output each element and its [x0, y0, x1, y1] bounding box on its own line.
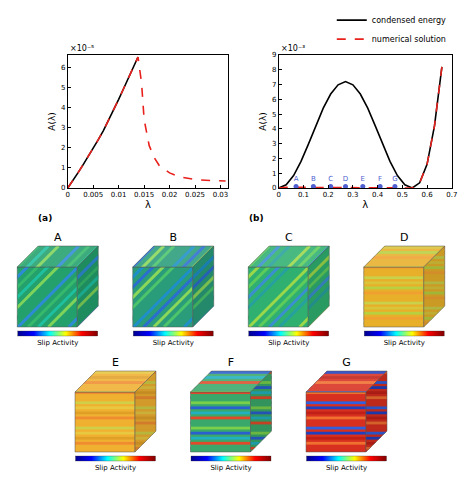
svg-text:0.03: 0.03 [213, 191, 229, 199]
svg-text:3: 3 [61, 124, 65, 132]
svg-text:(a): (a) [38, 213, 52, 223]
svg-text:C: C [285, 231, 293, 244]
svg-text:E: E [112, 356, 119, 369]
svg-text:Slip Activity: Slip Activity [210, 464, 251, 472]
svg-text:λ: λ [362, 199, 368, 210]
svg-text:0: 0 [66, 191, 70, 199]
svg-text:×10⁻⁵: ×10⁻⁵ [70, 44, 94, 53]
svg-text:0.025: 0.025 [185, 191, 205, 199]
svg-text:0: 0 [277, 191, 281, 199]
svg-text:4: 4 [272, 125, 277, 133]
svg-text:D: D [400, 231, 408, 244]
svg-text:6: 6 [272, 96, 277, 104]
svg-text:λ: λ [145, 199, 151, 210]
svg-text:0.005: 0.005 [83, 191, 103, 199]
svg-text:0.4: 0.4 [372, 191, 384, 199]
svg-text:B: B [169, 231, 177, 244]
svg-text:0.7: 0.7 [446, 191, 457, 199]
svg-text:Slip Activity: Slip Activity [37, 339, 78, 347]
svg-text:A: A [54, 231, 62, 244]
svg-text:(b): (b) [249, 213, 264, 223]
svg-text:5: 5 [272, 111, 276, 119]
svg-text:0.01: 0.01 [111, 191, 127, 199]
svg-text:condensed energy: condensed energy [372, 16, 446, 25]
svg-text:Slip Activity: Slip Activity [268, 339, 309, 347]
svg-text:8: 8 [272, 66, 276, 74]
svg-text:D: D [343, 175, 348, 183]
svg-text:Slip Activity: Slip Activity [153, 339, 194, 347]
svg-text:1: 1 [61, 164, 65, 172]
svg-text:F: F [378, 175, 382, 183]
svg-text:6: 6 [61, 64, 66, 72]
svg-text:2: 2 [61, 144, 65, 152]
svg-text:0.02: 0.02 [162, 191, 178, 199]
svg-text:7: 7 [272, 81, 276, 89]
svg-text:A: A [294, 175, 299, 183]
svg-text:2: 2 [272, 155, 276, 163]
svg-text:0.015: 0.015 [134, 191, 154, 199]
svg-text:A(λ): A(λ) [47, 112, 57, 131]
svg-text:Slip Activity: Slip Activity [326, 464, 367, 472]
svg-text:0: 0 [272, 184, 276, 192]
svg-text:Slip Activity: Slip Activity [384, 339, 425, 347]
svg-text:C: C [328, 175, 333, 183]
svg-text:0.1: 0.1 [298, 191, 309, 199]
svg-text:×10⁻³: ×10⁻³ [281, 44, 305, 53]
svg-text:0.5: 0.5 [397, 191, 408, 199]
svg-text:0.6: 0.6 [421, 191, 433, 199]
svg-text:numerical solution: numerical solution [372, 35, 446, 44]
svg-text:F: F [228, 356, 234, 369]
svg-text:G: G [392, 175, 397, 183]
svg-text:0: 0 [61, 184, 65, 192]
svg-text:Slip Activity: Slip Activity [95, 464, 136, 472]
svg-text:A(λ): A(λ) [258, 112, 268, 131]
svg-text:4: 4 [61, 104, 66, 112]
svg-text:B: B [311, 175, 316, 183]
svg-text:0.3: 0.3 [347, 191, 358, 199]
svg-text:9: 9 [272, 51, 276, 59]
svg-text:G: G [342, 356, 351, 369]
svg-text:3: 3 [272, 140, 276, 148]
svg-text:1: 1 [272, 170, 276, 178]
svg-text:E: E [361, 175, 365, 183]
svg-text:0.2: 0.2 [323, 191, 334, 199]
svg-text:5: 5 [61, 84, 65, 92]
